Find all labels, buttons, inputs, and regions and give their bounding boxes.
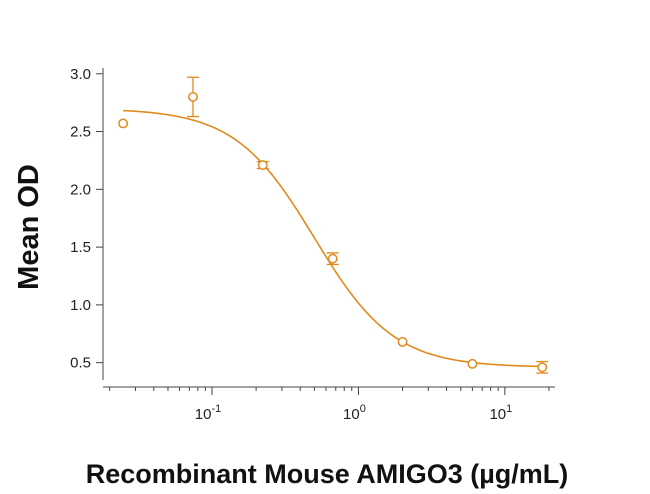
y-tick-label: 3.0: [70, 66, 91, 83]
y-axis-title: Mean OD: [13, 164, 45, 290]
fit-curve-layer: [123, 109, 544, 368]
data-point: [118, 118, 129, 129]
y-tick-label: 2.5: [70, 124, 91, 141]
x-tick-label: 100: [343, 403, 366, 423]
fit-curve: [123, 109, 544, 368]
y-axis: 0.5 1.0 1.5 2.0 2.5 3.0: [70, 66, 104, 380]
y-tick-label: 1.5: [70, 239, 91, 256]
data-point: [188, 91, 198, 102]
y-tick-label: 1.0: [70, 297, 91, 314]
y-tick-label: 0.5: [70, 355, 91, 372]
data-point: [257, 160, 268, 171]
data-points-layer: [118, 76, 549, 374]
data-point: [467, 358, 478, 369]
x-tick-label: 10-1: [195, 403, 221, 423]
data-point: [397, 336, 408, 347]
x-axis-title: Recombinant Mouse AMIGO3 (µg/mL): [86, 459, 569, 489]
y-tick-label: 2.0: [70, 181, 91, 198]
data-point: [537, 362, 548, 373]
data-point: [327, 253, 338, 264]
x-axis: 10-1 100 101: [103, 386, 555, 423]
x-tick-label: 101: [489, 403, 512, 423]
